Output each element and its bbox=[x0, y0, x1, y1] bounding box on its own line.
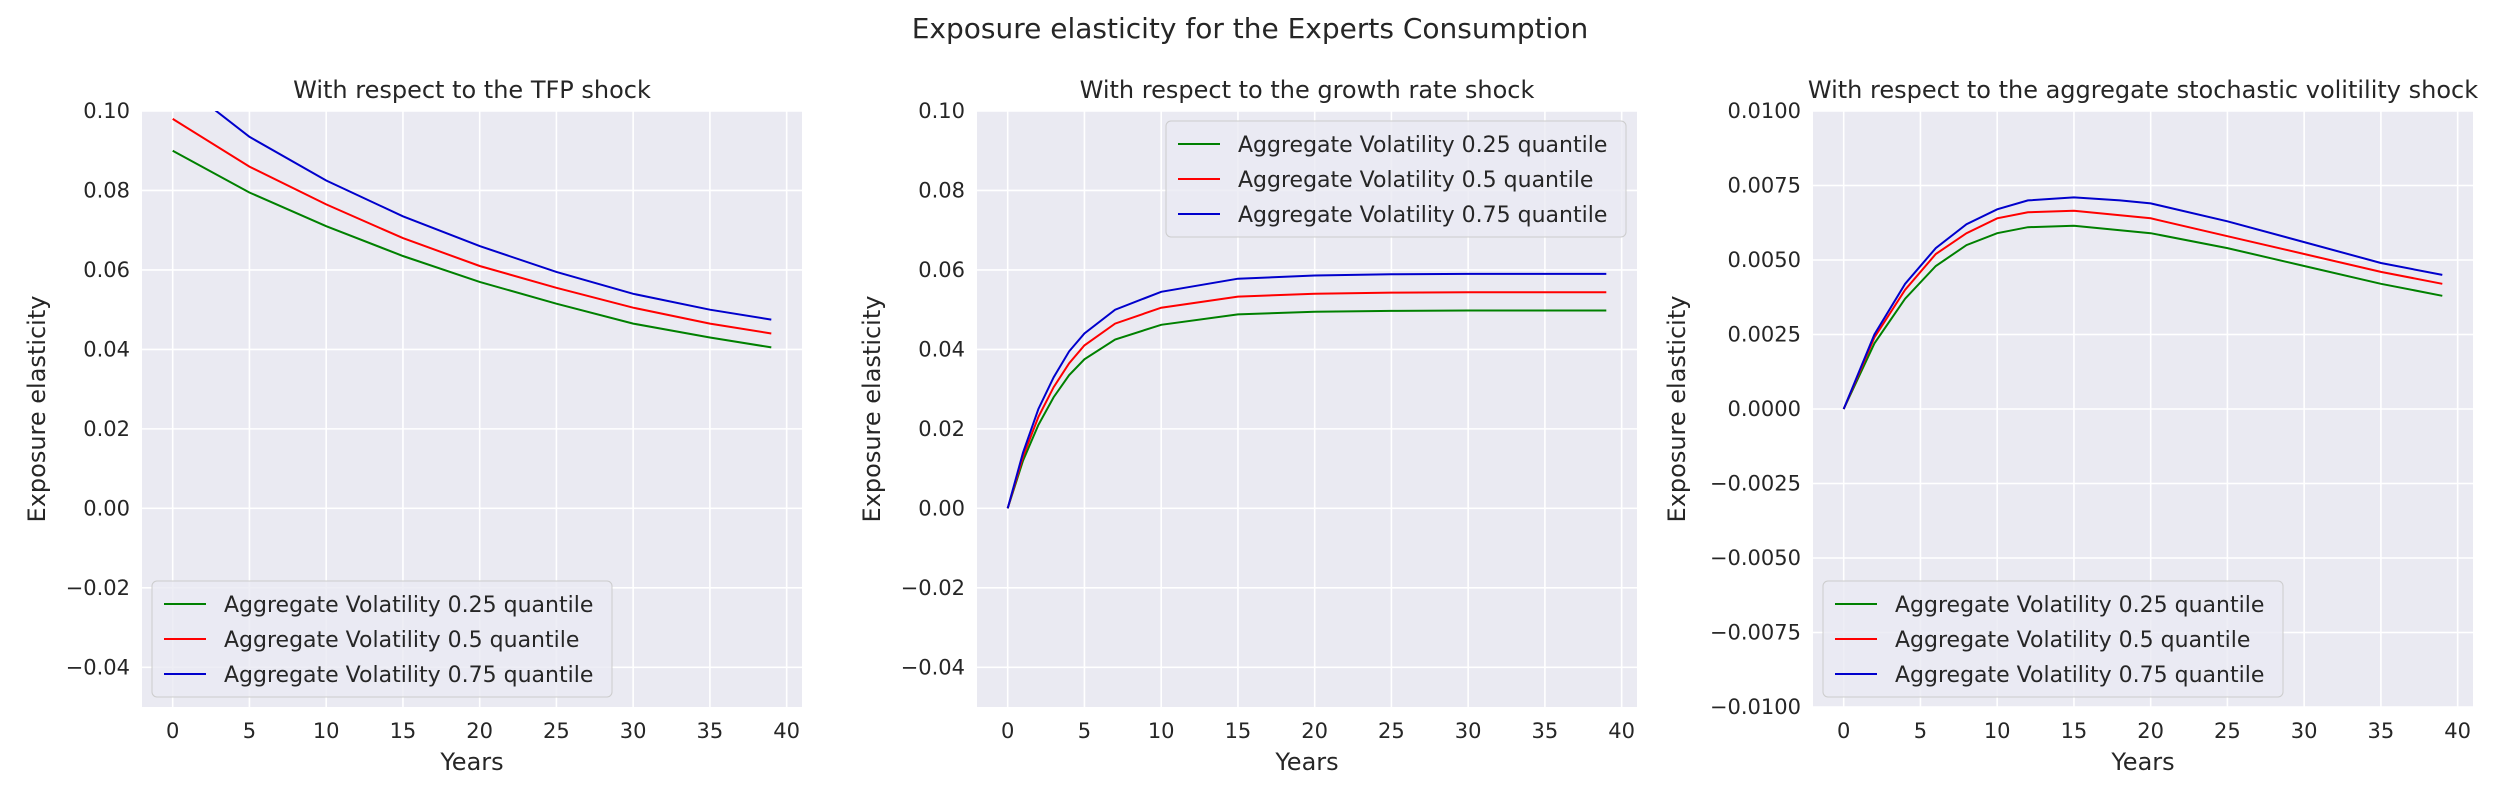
legend-label: Aggregate Volatility 0.5 quantile bbox=[1895, 628, 2250, 653]
y-tick-label: 0.04 bbox=[83, 337, 130, 361]
series-line-3 bbox=[1006, 272, 1607, 509]
legend-box bbox=[151, 580, 613, 698]
y-tick-label: 0.0025 bbox=[1728, 323, 1801, 347]
series-line-3 bbox=[1842, 196, 2443, 410]
x-axis-label: Years bbox=[2110, 748, 2174, 776]
series-line-2 bbox=[1842, 209, 2443, 410]
y-tick-label: 0.02 bbox=[83, 417, 130, 441]
series-line-1 bbox=[1842, 224, 2443, 410]
y-tick-label: 0.0000 bbox=[1728, 397, 1801, 421]
legend-label: Aggregate Volatility 0.5 quantile bbox=[1238, 168, 1593, 193]
chart-panel-2: 0 5 10 15 20 25 30 35 40 −0.04 −0.02 0.00 0.02 0.04 0.… bbox=[858, 76, 1637, 776]
chart-title: With respect to the TFP shock bbox=[293, 76, 651, 104]
y-tick-label: −0.02 bbox=[66, 576, 130, 600]
y-tick-label: −0.0050 bbox=[1710, 546, 1801, 570]
y-tick-label: 0.08 bbox=[918, 178, 965, 202]
y-axis-label: Exposure elasticity bbox=[1663, 296, 1691, 523]
y-tick-label: −0.04 bbox=[901, 655, 965, 679]
x-tick-label: 10 bbox=[1148, 719, 1175, 743]
legend-label: Aggregate Volatility 0.75 quantile bbox=[1238, 203, 1607, 228]
chart-panel-1: 0 5 10 15 20 25 30 35 40 −0.04 −0.02 0.00 0.02 0.04 0.… bbox=[23, 76, 802, 776]
y-tick-label: 0.06 bbox=[83, 258, 130, 282]
x-tick-label: 40 bbox=[773, 719, 800, 743]
legend-label: Aggregate Volatility 0.75 quantile bbox=[224, 663, 593, 688]
series-group bbox=[1006, 272, 1607, 509]
x-tick-label: 15 bbox=[2061, 719, 2088, 743]
x-tick-label: 20 bbox=[1301, 719, 1328, 743]
series-group bbox=[1842, 196, 2443, 410]
y-axis-label: Exposure elasticity bbox=[23, 296, 51, 523]
chart-title: With respect to the aggregate stochastic… bbox=[1808, 76, 2478, 104]
x-tick-label: 40 bbox=[2444, 719, 2471, 743]
y-tick-label: 0.00 bbox=[83, 496, 130, 520]
x-tick-label: 35 bbox=[2368, 719, 2395, 743]
x-tick-label: 30 bbox=[2291, 719, 2318, 743]
legend-box bbox=[1822, 580, 2284, 698]
y-tick-label: 0.00 bbox=[918, 496, 965, 520]
x-tick-label: 30 bbox=[620, 719, 647, 743]
x-tick-label: 10 bbox=[313, 719, 340, 743]
legend-label: Aggregate Volatility 0.25 quantile bbox=[224, 593, 593, 618]
x-tick-label: 20 bbox=[2137, 719, 2164, 743]
legend: Aggregate Volatility 0.25 quantile Aggreg… bbox=[1822, 580, 2284, 698]
legend: Aggregate Volatility 0.25 quantile Aggreg… bbox=[151, 580, 613, 698]
series-line-2 bbox=[1006, 291, 1607, 509]
chart-panel-3: 0 5 10 15 20 25 30 35 40 −0.0100 −0.0075 −0.0050 −0.… bbox=[1663, 76, 2478, 776]
y-tick-label: 0.0075 bbox=[1728, 174, 1801, 198]
x-tick-label: 25 bbox=[543, 719, 570, 743]
x-tick-label: 10 bbox=[1984, 719, 2011, 743]
x-axis-label: Years bbox=[439, 748, 503, 776]
y-axis-label: Exposure elasticity bbox=[858, 296, 886, 523]
y-tick-label: 0.06 bbox=[918, 258, 965, 282]
panels: 0 5 10 15 20 25 30 35 40 −0.04 −0.02 0.00 0.02 0.04 0.… bbox=[23, 76, 2478, 776]
y-tick-label: 0.02 bbox=[918, 417, 965, 441]
y-tick-label: −0.0075 bbox=[1710, 621, 1801, 645]
chart-title: With respect to the growth rate shock bbox=[1080, 76, 1535, 104]
legend-label: Aggregate Volatility 0.25 quantile bbox=[1895, 593, 2264, 618]
x-tick-label: 25 bbox=[2214, 719, 2241, 743]
series-group bbox=[172, 111, 772, 349]
y-tick-label: −0.0100 bbox=[1710, 695, 1801, 719]
x-tick-label: 35 bbox=[1532, 719, 1559, 743]
y-tick-label: −0.04 bbox=[66, 655, 130, 679]
series-line-3 bbox=[214, 111, 772, 321]
legend-label: Aggregate Volatility 0.5 quantile bbox=[224, 628, 579, 653]
x-tick-label: 15 bbox=[1225, 719, 1252, 743]
legend-box bbox=[1165, 120, 1627, 238]
x-tick-label: 5 bbox=[1078, 719, 1091, 743]
figure-suptitle: Exposure elasticity for the Experts Cons… bbox=[912, 12, 1589, 45]
y-tick-label: 0.0050 bbox=[1728, 248, 1801, 272]
x-tick-label: 0 bbox=[166, 719, 179, 743]
x-tick-label: 5 bbox=[1914, 719, 1927, 743]
x-tick-label: 25 bbox=[1378, 719, 1405, 743]
y-tick-label: −0.02 bbox=[901, 576, 965, 600]
legend: Aggregate Volatility 0.25 quantile Aggreg… bbox=[1165, 120, 1627, 238]
x-tick-label: 35 bbox=[697, 719, 724, 743]
y-tick-label: 0.0100 bbox=[1728, 99, 1801, 123]
series-line-1 bbox=[172, 149, 772, 349]
y-tick-label: 0.08 bbox=[83, 178, 130, 202]
series-line-1 bbox=[1006, 309, 1607, 509]
series-line-2 bbox=[172, 118, 772, 335]
x-tick-label: 15 bbox=[390, 719, 417, 743]
x-tick-label: 20 bbox=[466, 719, 493, 743]
y-tick-label: 0.04 bbox=[918, 337, 965, 361]
x-tick-label: 5 bbox=[243, 719, 256, 743]
x-tick-label: 40 bbox=[1608, 719, 1635, 743]
x-axis-label: Years bbox=[1274, 748, 1338, 776]
x-tick-label: 0 bbox=[1001, 719, 1014, 743]
y-tick-label: −0.0025 bbox=[1710, 472, 1801, 496]
legend-label: Aggregate Volatility 0.75 quantile bbox=[1895, 663, 2264, 688]
y-tick-label: 0.10 bbox=[83, 99, 130, 123]
legend-label: Aggregate Volatility 0.25 quantile bbox=[1238, 133, 1607, 158]
x-tick-label: 0 bbox=[1837, 719, 1850, 743]
x-tick-label: 30 bbox=[1455, 719, 1482, 743]
y-tick-label: 0.10 bbox=[918, 99, 965, 123]
